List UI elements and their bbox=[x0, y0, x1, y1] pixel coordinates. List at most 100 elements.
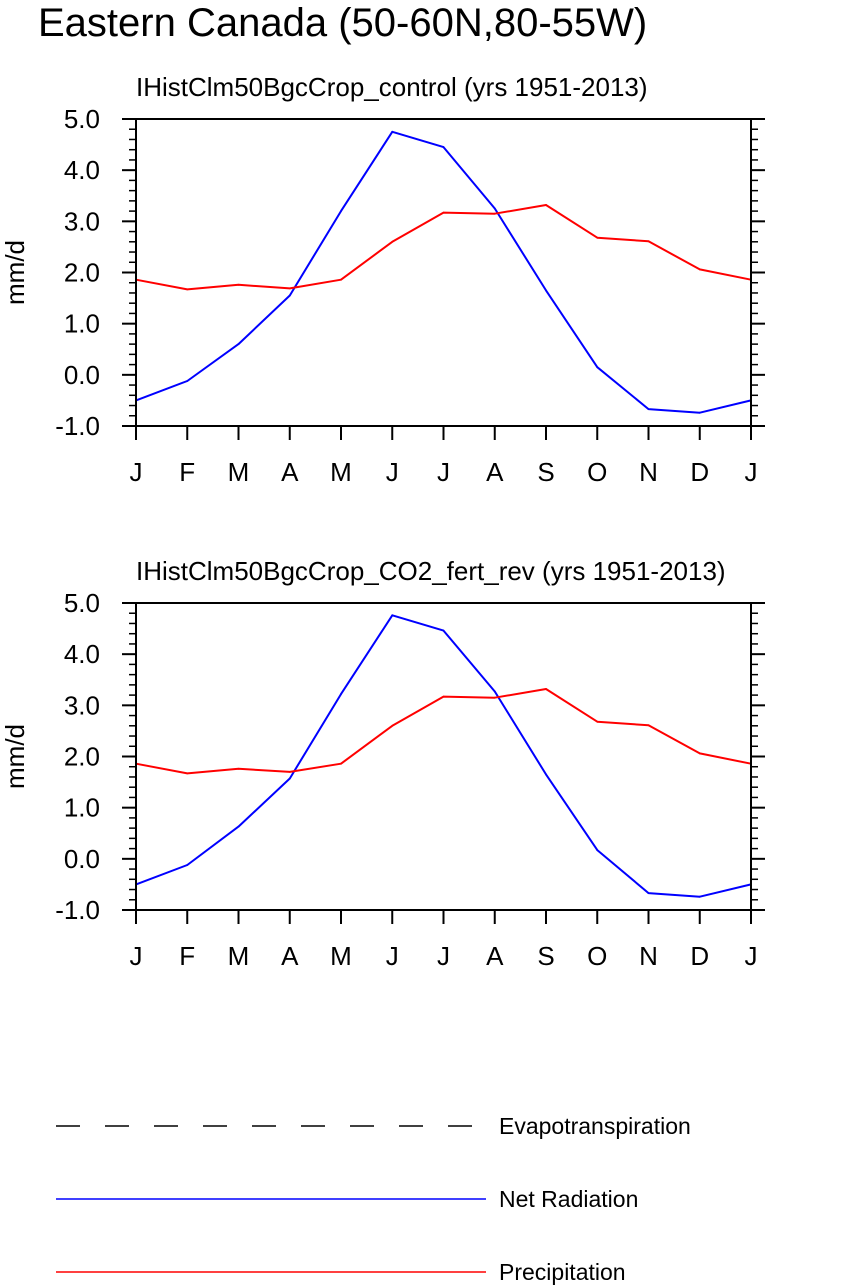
data-point bbox=[237, 343, 240, 346]
data-point bbox=[288, 777, 291, 780]
series-line-precipitation bbox=[135, 688, 752, 775]
y-tick-label: -1.0 bbox=[55, 895, 100, 925]
y-tick-label: 3.0 bbox=[64, 206, 100, 236]
data-point bbox=[391, 130, 394, 133]
y-tick-label: 2.0 bbox=[64, 742, 100, 772]
x-tick-label: A bbox=[486, 941, 504, 971]
data-point bbox=[237, 767, 240, 770]
data-point bbox=[186, 772, 189, 775]
plot-frame bbox=[135, 118, 752, 427]
x-tick-label: M bbox=[330, 941, 352, 971]
data-point bbox=[237, 825, 240, 828]
data-point bbox=[647, 408, 650, 411]
chart-panels: IHistClm50BgcCrop_control (yrs 1951-2013… bbox=[0, 72, 765, 971]
data-point bbox=[186, 288, 189, 291]
data-point bbox=[545, 289, 547, 292]
data-point bbox=[442, 629, 445, 632]
x-tick-label: M bbox=[330, 457, 352, 487]
main-title: Eastern Canada (50-60N,80-55W) bbox=[38, 1, 647, 45]
x-tick-label: N bbox=[639, 941, 658, 971]
data-point bbox=[340, 278, 342, 281]
data-point bbox=[647, 724, 650, 727]
data-point bbox=[391, 724, 394, 727]
x-tick-label: J bbox=[745, 457, 758, 487]
x-tick-label: A bbox=[486, 457, 504, 487]
data-point bbox=[647, 892, 650, 895]
data-point bbox=[493, 207, 496, 210]
data-point bbox=[698, 895, 701, 898]
data-point bbox=[442, 211, 445, 214]
x-tick-label: J bbox=[745, 941, 758, 971]
x-tick-label: S bbox=[537, 941, 554, 971]
y-tick-label: 5.0 bbox=[64, 104, 100, 134]
panel-title: IHistClm50BgcCrop_control (yrs 1951-2013… bbox=[136, 72, 648, 102]
y-tick-label: 4.0 bbox=[64, 639, 100, 669]
y-tick-label: 1.0 bbox=[64, 309, 100, 339]
data-point bbox=[442, 146, 445, 149]
y-tick-label: 4.0 bbox=[64, 155, 100, 185]
data-point bbox=[596, 720, 599, 723]
series-line-net-radiation bbox=[135, 614, 752, 898]
x-tick-label: J bbox=[386, 941, 399, 971]
data-point bbox=[698, 411, 701, 414]
panel-title: IHistClm50BgcCrop_CO2_fert_rev (yrs 1951… bbox=[136, 556, 726, 586]
x-tick-label: A bbox=[281, 457, 299, 487]
x-tick-label: A bbox=[281, 941, 299, 971]
data-point bbox=[545, 688, 547, 690]
data-point bbox=[186, 380, 189, 382]
y-tick-label: 0.0 bbox=[64, 360, 100, 390]
data-point bbox=[698, 752, 701, 755]
chart-panel-2: IHistClm50BgcCrop_CO2_fert_rev (yrs 1951… bbox=[0, 556, 765, 971]
data-point bbox=[391, 240, 394, 243]
data-point bbox=[237, 283, 240, 286]
series-line-net-radiation bbox=[135, 130, 752, 414]
x-tick-label: M bbox=[228, 457, 250, 487]
data-point bbox=[493, 696, 496, 699]
data-point bbox=[493, 212, 496, 215]
legend-label: Net Radiation bbox=[499, 1186, 638, 1212]
y-tick-label: 5.0 bbox=[64, 588, 100, 618]
data-point bbox=[288, 770, 291, 773]
legend-label: Evapotranspiration bbox=[499, 1113, 691, 1139]
data-point bbox=[340, 762, 342, 765]
data-point bbox=[596, 236, 599, 239]
x-tick-label: J bbox=[386, 457, 399, 487]
data-point bbox=[698, 268, 701, 271]
x-tick-label: F bbox=[179, 941, 195, 971]
x-tick-label: D bbox=[690, 941, 709, 971]
x-tick-label: J bbox=[437, 457, 450, 487]
legend: Evapotranspiration Net Radiation Precipita… bbox=[56, 1113, 691, 1285]
y-tick-label: 3.0 bbox=[64, 690, 100, 720]
y-tick-label: -1.0 bbox=[55, 411, 100, 441]
x-tick-label: F bbox=[179, 457, 195, 487]
x-tick-label: D bbox=[690, 457, 709, 487]
data-point bbox=[288, 287, 291, 290]
data-point bbox=[647, 240, 650, 243]
data-point bbox=[391, 614, 394, 617]
y-tick-label: 0.0 bbox=[64, 844, 100, 874]
data-point bbox=[442, 695, 445, 698]
data-point bbox=[545, 204, 547, 206]
data-point bbox=[596, 366, 599, 369]
x-tick-label: M bbox=[228, 941, 250, 971]
x-tick-label: O bbox=[587, 941, 607, 971]
data-point bbox=[493, 690, 496, 693]
x-tick-label: S bbox=[537, 457, 554, 487]
data-point bbox=[340, 210, 342, 213]
chart-panel-1: IHistClm50BgcCrop_control (yrs 1951-2013… bbox=[0, 72, 765, 487]
x-tick-label: N bbox=[639, 457, 658, 487]
x-tick-label: J bbox=[130, 457, 143, 487]
data-point bbox=[186, 864, 189, 866]
data-point bbox=[340, 693, 342, 695]
y-axis-label: mm/d bbox=[0, 724, 30, 789]
x-tick-label: J bbox=[437, 941, 450, 971]
y-tick-label: 1.0 bbox=[64, 793, 100, 823]
data-point bbox=[288, 294, 291, 297]
y-tick-label: 2.0 bbox=[64, 258, 100, 288]
x-tick-label: J bbox=[130, 941, 143, 971]
x-tick-label: O bbox=[587, 457, 607, 487]
series-line-precipitation bbox=[135, 204, 752, 291]
data-point bbox=[545, 773, 547, 776]
y-axis-label: mm/d bbox=[0, 240, 30, 305]
plot-frame bbox=[135, 602, 752, 911]
